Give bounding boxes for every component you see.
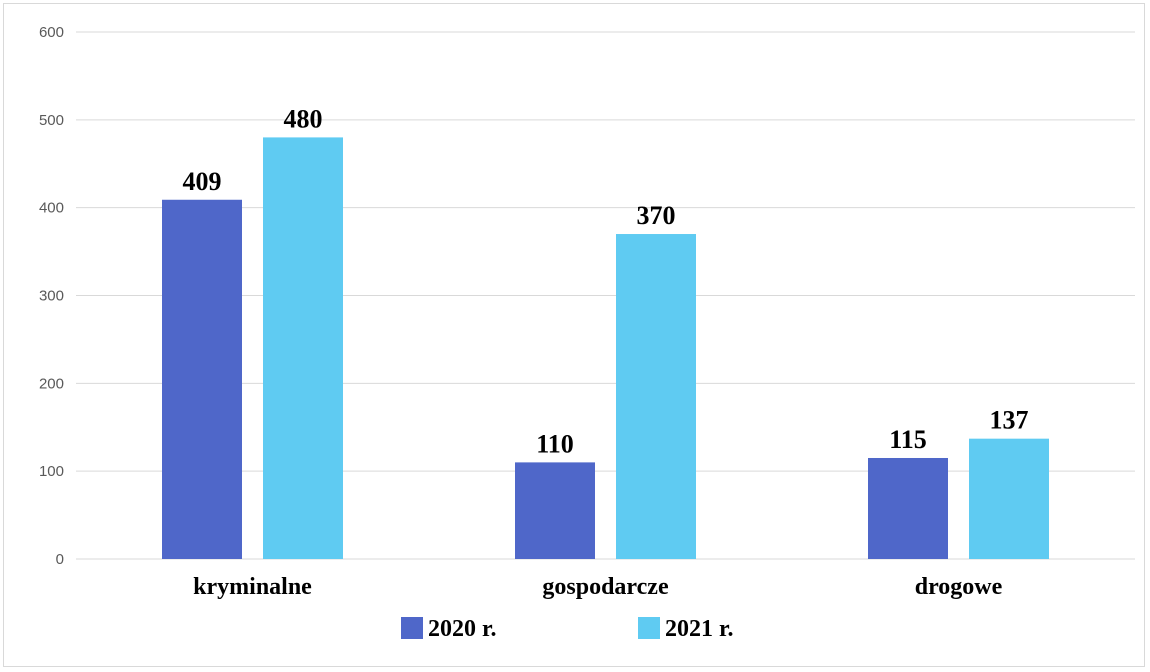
y-tick-label: 100 — [39, 463, 64, 480]
bar — [969, 438, 1049, 559]
y-tick-label: 500 — [39, 112, 64, 129]
data-label: 409 — [183, 167, 222, 196]
legend-label: 2020 r. — [428, 616, 496, 642]
y-tick-label: 300 — [39, 288, 64, 305]
bar — [162, 199, 242, 560]
y-tick-label: 0 — [56, 551, 64, 568]
bar — [616, 234, 696, 559]
bar — [263, 137, 343, 559]
x-tick-label: drogowe — [915, 574, 1003, 600]
bar — [868, 457, 948, 559]
data-label: 370 — [637, 201, 676, 230]
y-tick-label: 400 — [39, 200, 64, 217]
data-label: 115 — [889, 425, 927, 454]
y-tick-label: 600 — [39, 24, 64, 41]
legend-swatch — [638, 617, 660, 639]
x-tick-label: kryminalne — [193, 574, 312, 600]
data-label: 110 — [536, 429, 574, 458]
y-tick-label: 200 — [39, 375, 64, 392]
data-label: 137 — [990, 406, 1029, 435]
legend-label: 2021 r. — [665, 616, 733, 642]
x-tick-label: gospodarcze — [542, 574, 669, 600]
data-label: 480 — [284, 104, 323, 133]
legend-swatch — [401, 617, 423, 639]
bar — [515, 462, 595, 559]
